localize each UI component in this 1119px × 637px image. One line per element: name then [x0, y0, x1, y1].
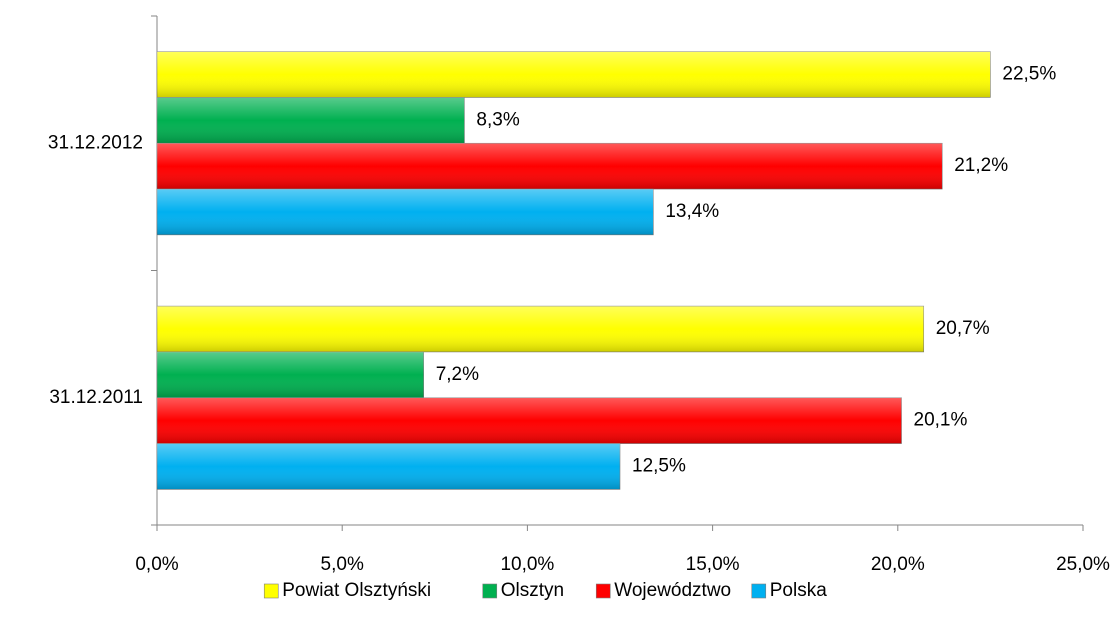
legend-label: Polska	[770, 580, 827, 601]
value-label: 20,1%	[914, 410, 968, 431]
value-label: 13,4%	[665, 201, 719, 222]
value-label: 7,2%	[436, 364, 479, 385]
x-tick-label: 25,0%	[1056, 554, 1110, 575]
value-label: 8,3%	[476, 109, 519, 130]
x-tick-label: 15,0%	[686, 554, 740, 575]
x-tick-label: 10,0%	[500, 554, 554, 575]
bar-shine	[157, 97, 465, 144]
legend-swatch	[263, 583, 279, 599]
bar-shine	[157, 143, 943, 190]
bar-shine	[157, 351, 424, 398]
legend-label: Olsztyn	[501, 580, 564, 601]
legend-swatch	[482, 583, 498, 599]
value-label: 21,2%	[954, 155, 1008, 176]
legend-swatch	[595, 583, 611, 599]
legend-label: Powiat Olsztyński	[282, 580, 431, 601]
bar-shine	[157, 443, 620, 490]
x-tick-label: 0,0%	[135, 554, 178, 575]
legend-swatch	[751, 583, 767, 599]
bar-shine	[157, 51, 991, 98]
x-tick-label: 5,0%	[321, 554, 364, 575]
bar-shine	[157, 306, 924, 352]
bar-shine	[157, 189, 654, 235]
value-label: 12,5%	[632, 455, 686, 476]
value-label: 22,5%	[1002, 64, 1056, 85]
value-label: 20,7%	[936, 318, 990, 339]
y-tick-label: 31.12.2012	[48, 132, 143, 153]
x-tick-label: 20,0%	[871, 554, 925, 575]
y-tick-label: 31.12.2011	[49, 387, 143, 408]
legend-label: Województwo	[614, 580, 731, 601]
bar-shine	[157, 397, 902, 444]
